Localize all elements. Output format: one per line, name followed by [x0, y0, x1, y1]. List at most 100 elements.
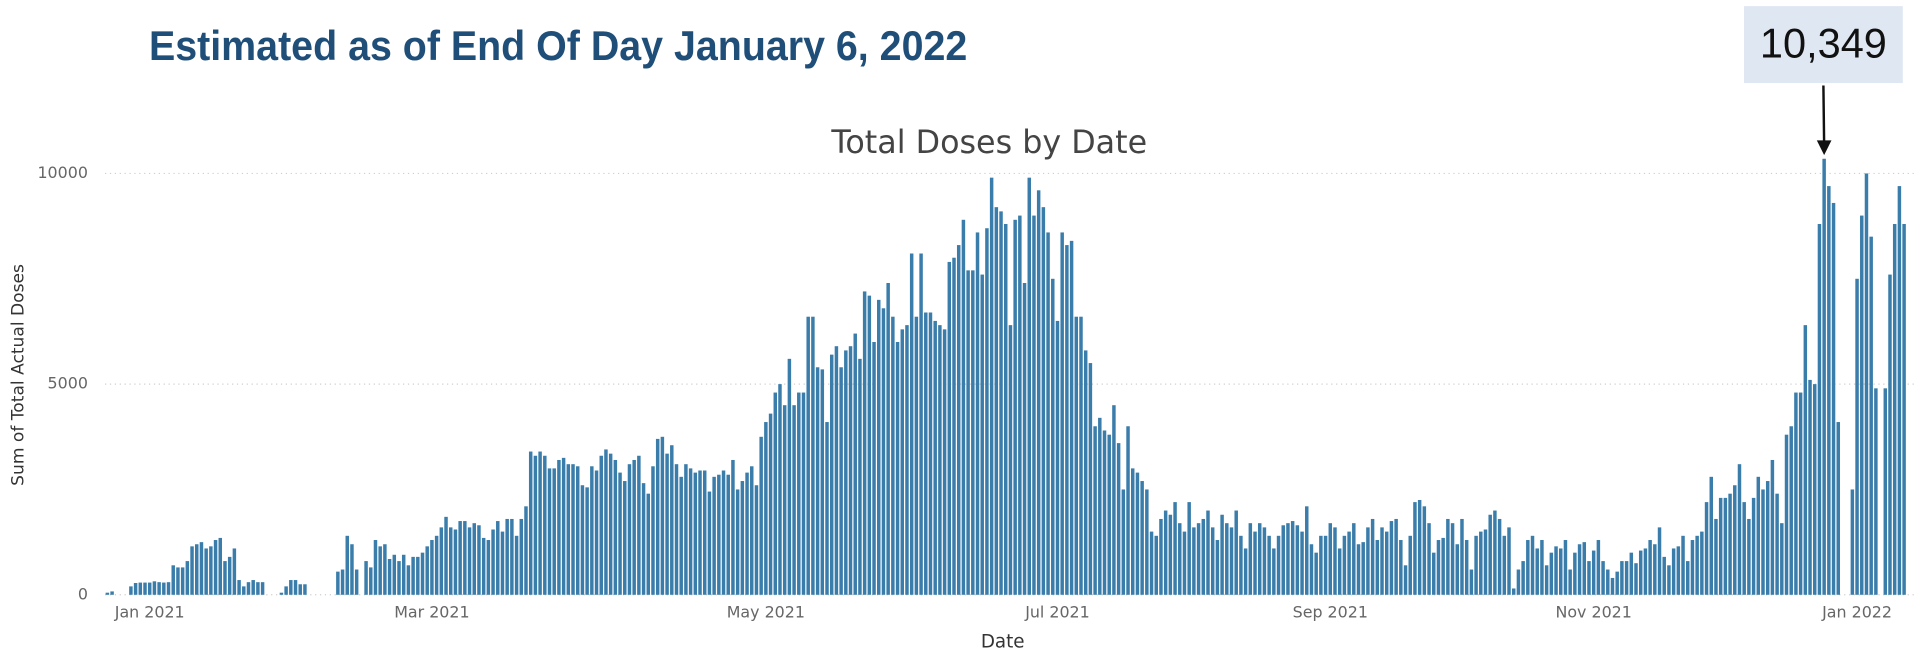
bar	[1671, 548, 1676, 595]
bar	[1544, 565, 1549, 595]
bar	[829, 354, 834, 595]
bar	[670, 445, 674, 595]
bar	[246, 582, 251, 595]
y-tick-label: 0	[78, 584, 88, 603]
bar	[477, 525, 481, 595]
bar	[1902, 224, 1906, 595]
bar	[1507, 527, 1511, 595]
bar	[599, 455, 603, 595]
bar	[811, 316, 815, 595]
bar	[1389, 521, 1394, 595]
bar	[966, 270, 970, 595]
bar	[1888, 274, 1892, 595]
bar	[547, 468, 552, 595]
bar	[1450, 523, 1455, 595]
bar	[1441, 537, 1445, 595]
bar	[1855, 278, 1859, 595]
bar	[886, 282, 890, 595]
bar	[500, 531, 505, 595]
bar	[1803, 325, 1808, 595]
bar	[1676, 546, 1681, 595]
bar	[1742, 502, 1746, 595]
x-tick-label: Mar 2021	[394, 603, 469, 622]
bar	[721, 470, 726, 595]
x-tick-label: May 2021	[727, 603, 805, 622]
bar	[1784, 434, 1789, 595]
bar	[1342, 535, 1347, 595]
bar	[768, 413, 773, 595]
bar	[660, 436, 665, 595]
bar	[213, 540, 218, 595]
bar	[279, 592, 284, 595]
bar	[1860, 215, 1864, 595]
bar	[1178, 523, 1182, 595]
bar	[1272, 548, 1276, 595]
bar	[942, 329, 947, 595]
bar	[1695, 535, 1699, 595]
bar	[641, 483, 646, 595]
bar	[702, 470, 707, 595]
bar	[1436, 540, 1441, 595]
bar	[1069, 240, 1074, 595]
bar	[1098, 417, 1102, 595]
bar	[580, 485, 585, 595]
bar	[980, 274, 984, 595]
bar	[1083, 350, 1088, 595]
bar	[524, 506, 528, 595]
bar	[1812, 384, 1817, 595]
bar	[1257, 523, 1262, 595]
bar	[387, 558, 392, 595]
bar	[1681, 535, 1685, 595]
bar	[110, 591, 114, 595]
bar	[1295, 525, 1300, 595]
bar	[303, 584, 307, 595]
bar	[354, 569, 359, 595]
bar	[538, 451, 542, 595]
bar	[496, 521, 500, 595]
bar	[1399, 540, 1403, 595]
x-tick-label: Jul 2021	[1024, 603, 1090, 622]
bar	[778, 384, 782, 595]
bar	[1060, 232, 1064, 595]
bar	[731, 459, 735, 595]
bar	[1864, 173, 1869, 595]
bar	[1361, 542, 1365, 595]
bar	[1140, 481, 1144, 595]
bar	[528, 451, 533, 595]
bar	[839, 367, 843, 595]
bar	[1088, 363, 1093, 595]
bar	[364, 561, 368, 595]
bar	[862, 291, 867, 595]
bar	[223, 561, 227, 595]
bar	[575, 466, 580, 595]
bar	[195, 544, 199, 595]
bar	[1620, 561, 1624, 595]
bar	[1587, 561, 1591, 595]
bar	[345, 535, 349, 595]
bar	[1380, 527, 1384, 595]
bar	[1276, 535, 1281, 595]
bar	[256, 582, 260, 595]
bar	[1394, 518, 1398, 595]
bar	[1540, 540, 1544, 595]
bar	[637, 455, 641, 595]
bar	[679, 476, 683, 595]
bar	[1417, 499, 1422, 595]
bar	[1460, 518, 1464, 595]
bar	[933, 320, 937, 595]
bar	[1469, 569, 1474, 595]
bar	[378, 546, 382, 595]
bar	[961, 219, 966, 595]
bar	[1234, 510, 1238, 595]
bar	[1700, 531, 1704, 595]
bar	[298, 584, 302, 595]
bar	[448, 527, 453, 595]
bar	[166, 582, 171, 595]
bar	[1337, 548, 1342, 595]
bar	[1225, 523, 1229, 595]
x-axis-label: Date	[981, 631, 1025, 651]
bar	[430, 540, 434, 595]
bar	[185, 561, 190, 595]
bar	[825, 422, 829, 595]
bar	[1126, 426, 1130, 595]
